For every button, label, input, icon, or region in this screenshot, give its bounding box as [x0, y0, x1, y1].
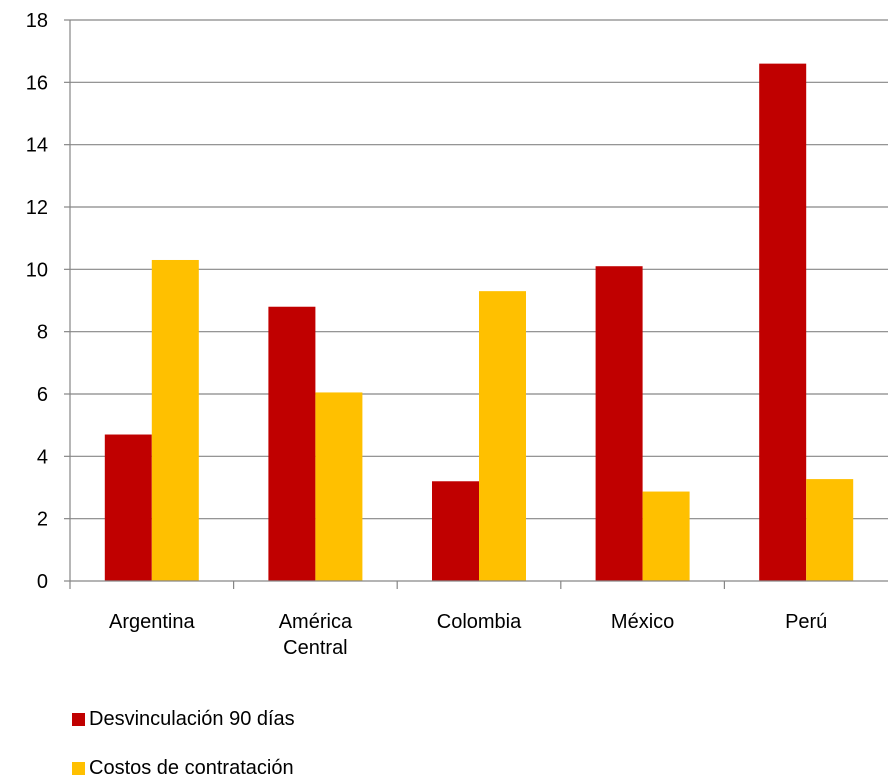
y-tick-labels: 0 2 4 6 8 10 12 14 16 18 — [26, 10, 48, 593]
y-tick-label: 16 — [26, 72, 48, 94]
bar-desvinculacion — [432, 481, 479, 581]
legend-item-costos: Costos de contratación — [72, 757, 294, 780]
y-tick-label: 6 — [37, 384, 48, 406]
y-tick-label: 12 — [26, 197, 48, 219]
bar-costos — [479, 291, 526, 581]
x-category-label-line: Argentina — [109, 611, 195, 633]
x-category-label-line: Colombia — [437, 611, 522, 633]
axes — [64, 19, 888, 589]
legend-label-desvinculacion: Desvinculación 90 días — [89, 708, 295, 730]
y-tick-label: 8 — [37, 322, 48, 344]
x-category-labels: Argentina América Central Colombia México Per… — [109, 611, 827, 659]
y-tick-label: 10 — [26, 259, 48, 281]
y-tick-label: 4 — [37, 446, 48, 468]
x-category-label: Perú — [785, 611, 827, 633]
y-tick-label: 18 — [26, 10, 48, 32]
x-category-label-line: Central — [283, 637, 347, 659]
bar-costos — [642, 491, 690, 581]
bar-costos — [806, 479, 854, 581]
bars — [104, 63, 854, 581]
bar-desvinculacion — [595, 266, 643, 581]
bar-costos — [315, 392, 363, 581]
x-category-label-line: México — [611, 611, 674, 633]
x-category-label-line: Perú — [785, 611, 827, 633]
y-tick-label: 0 — [37, 571, 48, 593]
y-tick-label: 2 — [37, 509, 48, 531]
bar-costos — [151, 259, 199, 581]
y-tick-label: 14 — [26, 135, 48, 157]
bar-desvinculacion — [268, 306, 316, 581]
x-category-label: México — [611, 611, 674, 633]
legend-swatch-costos — [72, 762, 85, 775]
x-category-label: Argentina — [109, 611, 195, 633]
legend-label-costos: Costos de contratación — [89, 757, 294, 779]
bar-desvinculacion — [104, 434, 152, 581]
gridlines — [70, 19, 888, 520]
legend-item-desvinculacion: Desvinculación 90 días — [72, 708, 295, 731]
legend-swatch-desvinculacion — [72, 713, 85, 726]
bar-desvinculacion — [759, 63, 807, 581]
x-category-label: América Central — [279, 611, 353, 659]
x-category-label-line: América — [279, 611, 353, 633]
x-category-label: Colombia — [437, 611, 522, 633]
